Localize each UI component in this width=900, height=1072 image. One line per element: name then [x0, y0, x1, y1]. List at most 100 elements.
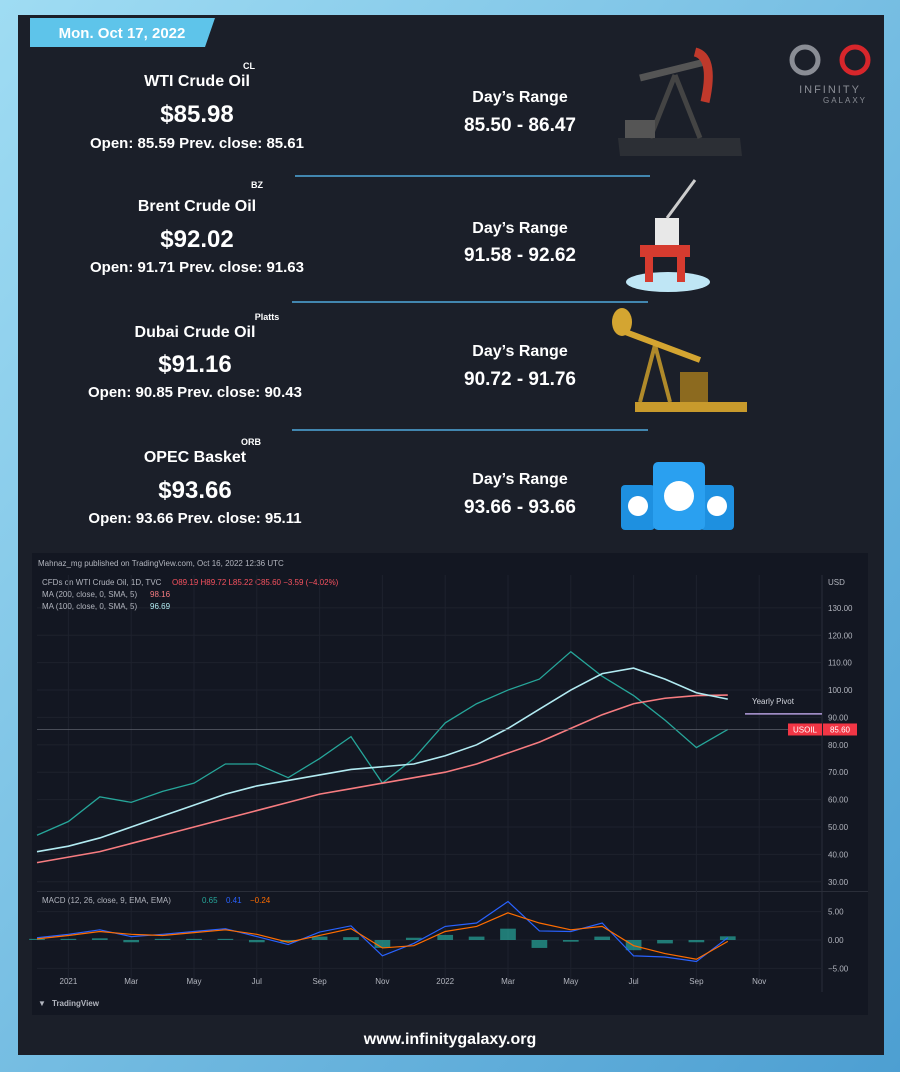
quote: OPEC Basket ORB $93.66 Open: 93.66 Prev.…: [88, 437, 576, 527]
macd-bar: [123, 940, 140, 943]
y-tick-label: 0.00: [828, 936, 844, 945]
macd-bar: [280, 940, 297, 943]
y-tick-label: 80.00: [828, 741, 849, 750]
macd-value: 0.65: [202, 896, 218, 905]
y-tick-label: 30.00: [828, 878, 849, 887]
pump-jack-icon: [612, 308, 747, 412]
legend-value: 96.69: [150, 602, 171, 611]
chart-ohlc: O89.19 H89.72 L85.22 C85.60 −3.59 (−4.02…: [172, 578, 339, 587]
currency: USD: [828, 578, 845, 587]
macd-bar: [594, 936, 611, 940]
quote-name: WTI Crude Oil: [144, 73, 250, 90]
x-tick-label: Nov: [752, 977, 766, 986]
macd-bar: [186, 938, 202, 940]
range: 85.50 - 86.47: [464, 115, 576, 136]
y-tick-label: 60.00: [828, 796, 849, 805]
logo-name: INFINITY: [799, 84, 861, 96]
pivot-label: Yearly Pivot: [752, 697, 795, 706]
macd-bar: [217, 938, 234, 940]
macd-line: [36, 912, 729, 960]
x-tick-label: Mar: [501, 977, 515, 986]
macd-bar: [343, 937, 359, 940]
legend-name: MA (200, close, 0, SMA, 5): [42, 590, 137, 599]
y-tick-label: 110.00: [828, 659, 852, 668]
quote-code: CL: [243, 61, 255, 71]
quote: Brent Crude Oil BZ $92.02 Open: 91.71 Pr…: [90, 180, 576, 276]
quote-price: $92.02: [160, 226, 233, 253]
legend-value: 98.16: [150, 590, 171, 599]
macd-bar: [437, 934, 454, 940]
macd-value: 0.41: [226, 896, 242, 905]
x-tick-label: Mar: [124, 977, 138, 986]
quote-open: Open: 85.59 Prev. close: 85.61: [90, 135, 304, 152]
y-tick-label: 5.00: [828, 908, 844, 917]
brand: TradingView: [52, 999, 100, 1008]
footer-url: www.infinitygalaxy.org: [363, 1031, 536, 1048]
range-label: Day’s Range: [472, 471, 568, 488]
x-tick-label: Sep: [689, 977, 704, 986]
chart-source: Mahnaz_mg published on TradingView.com, …: [38, 559, 284, 568]
date: Mon. Oct 17, 2022: [59, 25, 186, 42]
range: 91.58 - 92.62: [464, 245, 576, 266]
quote-price: $91.16: [158, 351, 231, 378]
y-tick-label: 40.00: [828, 850, 849, 859]
date-tab: [30, 18, 215, 47]
quote: Dubai Crude Oil Platts $91.16 Open: 90.8…: [88, 312, 576, 401]
quote-code: Platts: [255, 312, 280, 322]
price-box: [823, 723, 857, 736]
chart-title: CFDs on WTI Crude Oil, 1D, TVC: [42, 578, 162, 587]
y-tick-label: 70.00: [828, 768, 849, 777]
price-label: 85.60: [830, 725, 851, 734]
quote-name: Dubai Crude Oil: [135, 324, 256, 341]
y-tick-label: 90.00: [828, 713, 849, 722]
quote-price: $93.66: [158, 477, 231, 504]
y-tick-label: −5.00: [828, 964, 849, 973]
quote-price: $85.98: [160, 101, 233, 128]
chart-background: [32, 553, 868, 1015]
plot: 30.00 40.00 50.00 60.00 70.00 80.00 90.00 100.0…: [29, 575, 868, 992]
range-label: Day’s Range: [472, 343, 568, 360]
quote-name: OPEC Basket: [144, 449, 247, 466]
macd-bar: [562, 940, 579, 942]
x-tick-label: May: [186, 977, 201, 986]
y-tick-label: 50.00: [828, 823, 849, 832]
x-tick-label: Jul: [628, 977, 638, 986]
macd-bar: [531, 940, 548, 948]
symbol-box: [788, 723, 822, 736]
quote-code: BZ: [251, 180, 263, 190]
macd-bar: [374, 940, 391, 948]
quote-open: Open: 93.66 Prev. close: 95.11: [88, 510, 301, 527]
quote-open: Open: 91.71 Prev. close: 91.63: [90, 259, 304, 276]
range-label: Day’s Range: [472, 89, 568, 106]
range-label: Day’s Range: [472, 220, 568, 237]
x-tick-label: Nov: [375, 977, 389, 986]
series-line: [36, 667, 728, 853]
range: 90.72 - 91.76: [464, 369, 576, 390]
rig-icon: [626, 179, 710, 292]
range: 93.66 - 93.66: [464, 497, 576, 518]
quote-open: Open: 90.85 Prev. close: 90.43: [88, 384, 302, 401]
x-tick-label: Sep: [312, 977, 327, 986]
macd-bar: [29, 938, 45, 940]
logo: INFINITY GALAXY: [789, 44, 871, 105]
macd-value: −0.24: [250, 896, 271, 905]
quote-name: Brent Crude Oil: [138, 198, 256, 215]
macd-bar: [91, 938, 108, 940]
macd-title: MACD (12, 26, close, 9, EMA, EMA): [42, 896, 171, 905]
brand-icon: ▼: [38, 999, 46, 1008]
macd-bar: [60, 938, 77, 940]
y-tick-label: 130.00: [828, 604, 853, 613]
quote-code: ORB: [241, 437, 262, 447]
macd-bar: [657, 940, 673, 944]
x-tick-label: 2021: [60, 977, 78, 986]
macd-bar: [311, 936, 328, 940]
logo-tagline: GALAXY: [823, 96, 867, 105]
x-tick-label: 2022: [436, 977, 454, 986]
symbol-label: USOIL: [793, 725, 818, 734]
legend-name: MA (100, close, 0, SMA, 5): [42, 602, 137, 611]
series-line: [36, 694, 728, 864]
macd-bar: [154, 938, 171, 940]
macd-bar: [248, 940, 265, 943]
x-tick-label: May: [563, 977, 578, 986]
